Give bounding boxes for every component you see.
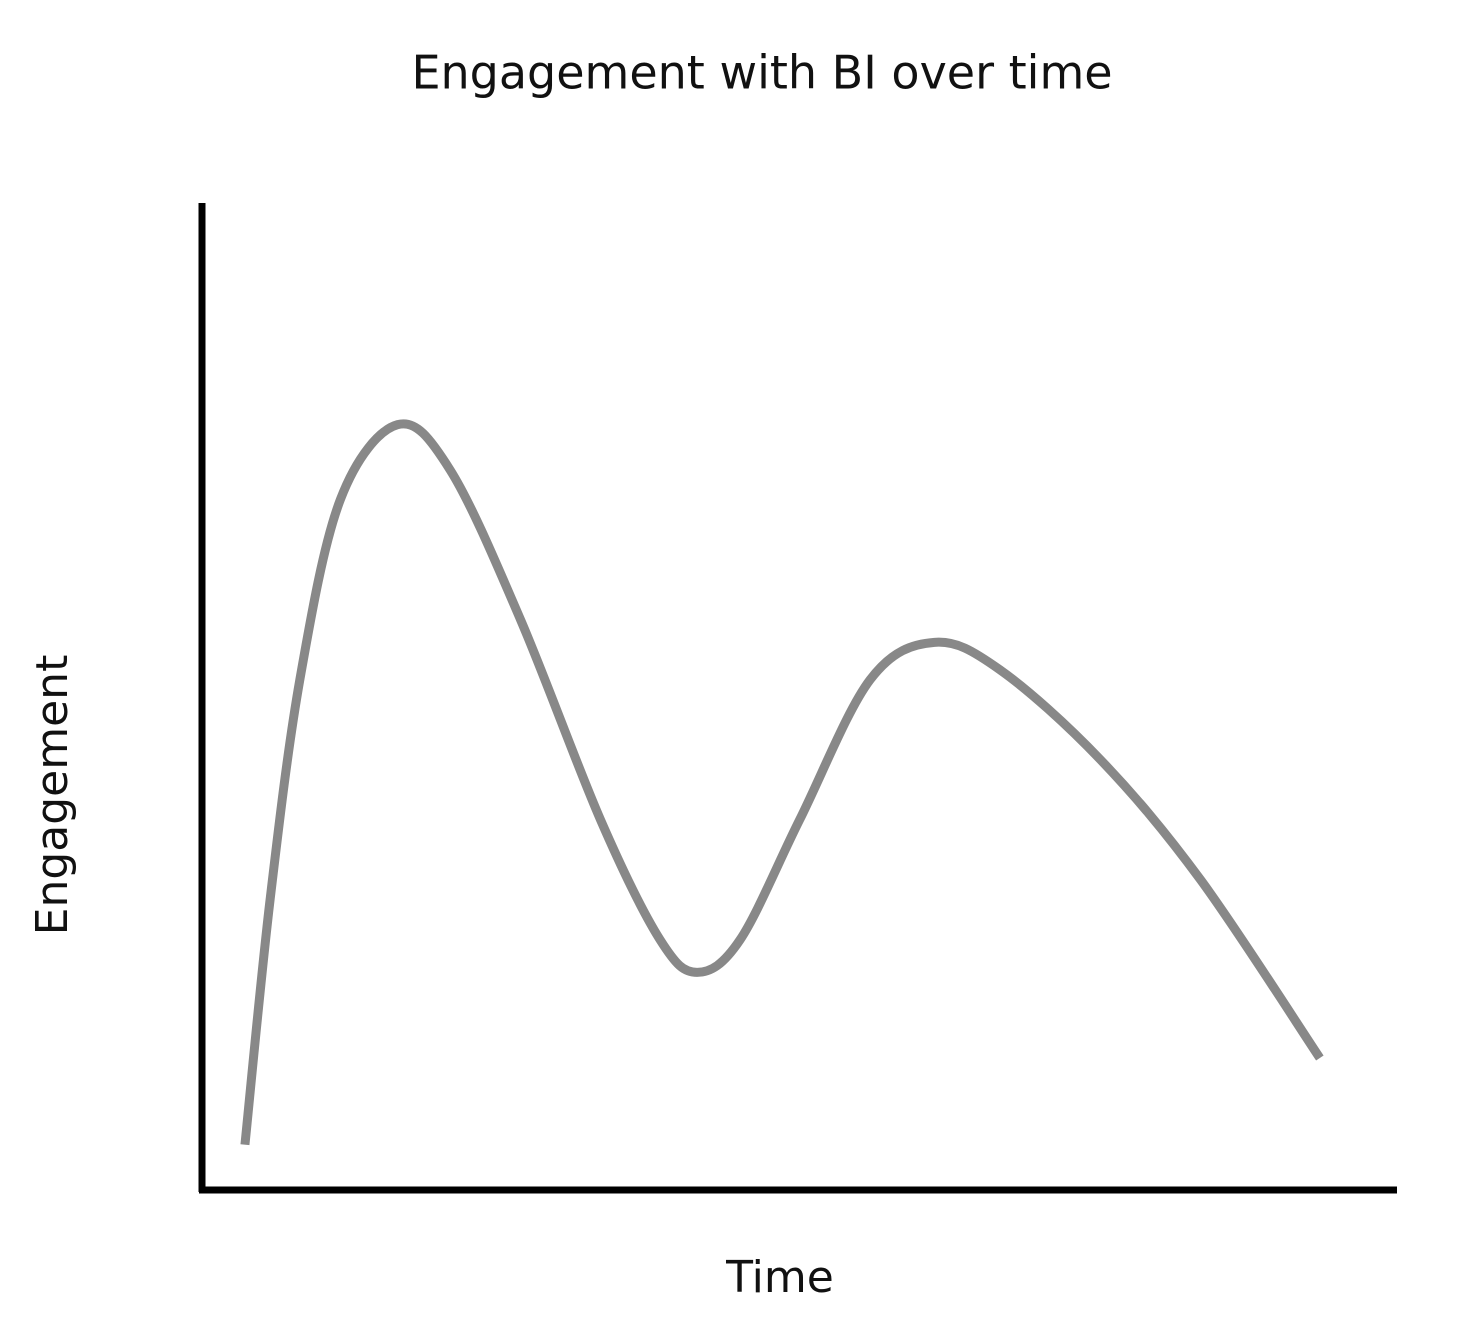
line — [240, 419, 1324, 1146]
x-axis-label: Time — [725, 1252, 834, 1303]
y-axis-label: Engagement — [27, 655, 78, 936]
chart-title: Engagement with BI over time — [411, 46, 1112, 100]
